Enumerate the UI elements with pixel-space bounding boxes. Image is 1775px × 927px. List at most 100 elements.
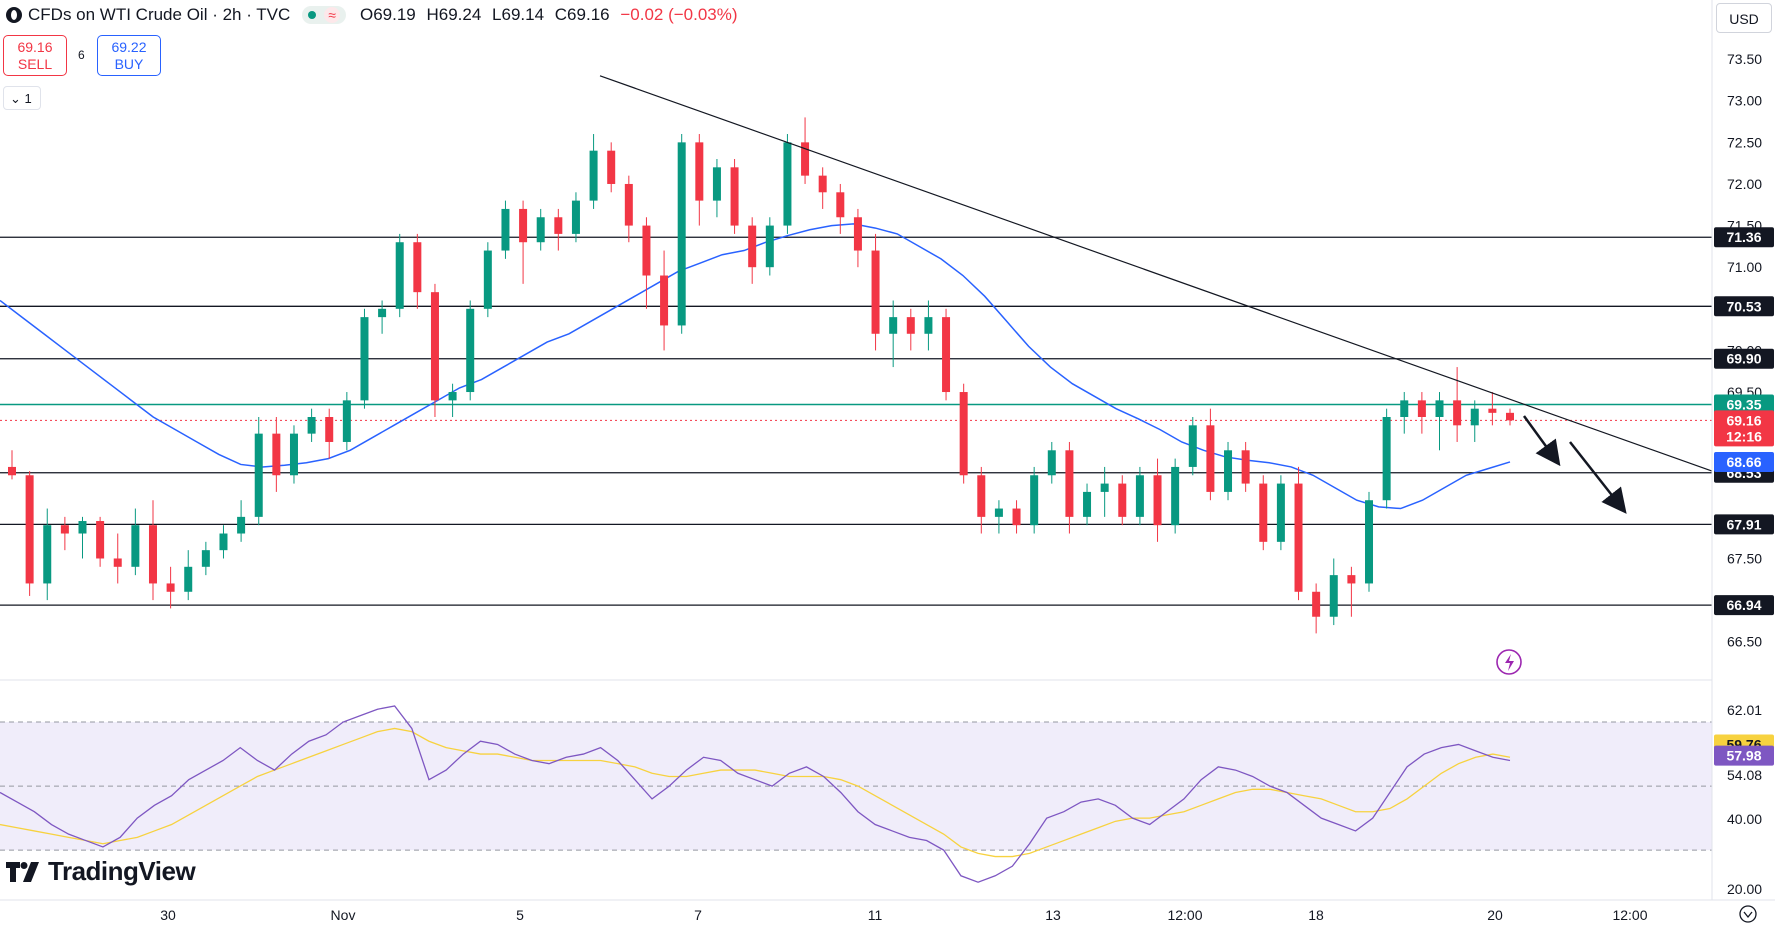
symbol-title[interactable]: CFDs on WTI Crude Oil · 2h · TVC	[28, 5, 291, 24]
level-badge-69.90-text-0: 69.90	[1726, 351, 1761, 367]
candle-body-83	[1470, 408, 1479, 426]
level-badge-66.94-text-0: 66.94	[1726, 597, 1761, 613]
time-tick-9: 12:00	[1612, 907, 1647, 923]
lots-dropdown[interactable]: ⌄ 1	[3, 86, 41, 110]
level-badge-71.36-bg	[1714, 227, 1774, 248]
level-badge-66.94-bg	[1714, 595, 1774, 616]
market-status-pill[interactable]: ≈	[302, 6, 346, 24]
rsi-badge-text-0: 57.98	[1726, 748, 1761, 764]
candle-body-4	[78, 521, 87, 534]
ohlc-values: O69.19 H69.24 L69.14 C69.16 −0.02 (−0.03…	[360, 5, 744, 25]
time-tick-8: 20	[1487, 907, 1503, 923]
candle-body-20	[360, 317, 369, 401]
last-price-badge-text-0: 69.16	[1726, 412, 1761, 428]
ma-badge: 68.66	[1714, 451, 1774, 472]
candle-body-84	[1488, 408, 1497, 413]
chevron-down-icon: ⌄	[10, 91, 21, 106]
price-tick-67.50: 67.50	[1727, 550, 1762, 566]
candle-body-37	[660, 275, 669, 326]
close-value: C69.16	[554, 5, 610, 24]
candle-body-7	[131, 525, 140, 567]
price-tick-66.50: 66.50	[1727, 634, 1762, 650]
candle-body-56	[994, 508, 1003, 517]
arrow-down-icon-2	[1569, 441, 1627, 514]
currency-dropdown[interactable]: USD	[1716, 3, 1772, 33]
buy-label: BUY	[114, 56, 144, 72]
candle-body-23	[413, 242, 422, 293]
candle-body-79	[1400, 400, 1409, 417]
candle-body-67	[1188, 425, 1197, 467]
candle-body-38	[677, 142, 686, 326]
candle-body-68	[1206, 425, 1215, 492]
candle-body-43	[765, 225, 774, 268]
rsi-line	[0, 705, 1511, 883]
descending-trendline	[599, 75, 1713, 472]
candle-body-13	[237, 516, 246, 534]
rsi-tick-62.01: 62.01	[1727, 702, 1762, 718]
time-tick-6: 12:00	[1167, 907, 1202, 923]
candle-body-42	[748, 225, 757, 268]
alert-lightning-icon	[1496, 649, 1522, 675]
candle-body-61	[1083, 491, 1092, 517]
candle-body-32	[571, 200, 580, 234]
candle-body-5	[96, 521, 105, 559]
time-tick-5: 13	[1045, 907, 1061, 923]
candle-body-85	[1506, 412, 1514, 421]
candle-body-60	[1065, 450, 1074, 517]
change-value: −0.02 (−0.03%)	[620, 5, 738, 24]
price-tick-71.00: 71.00	[1727, 259, 1762, 275]
ma-badge-bg	[1714, 451, 1774, 472]
candle-body-75	[1329, 575, 1338, 617]
level-badge-66.94: 66.94	[1714, 595, 1774, 616]
candle-body-16	[289, 433, 298, 476]
time-tick-4: 11	[868, 907, 883, 923]
candle-body-51	[906, 317, 915, 334]
level-badge-70.53: 70.53	[1714, 296, 1774, 317]
candle-body-74	[1312, 591, 1321, 617]
buy-price: 69.22	[111, 39, 147, 55]
candle-body-33	[589, 150, 598, 201]
level-badge-67.91-bg	[1714, 514, 1774, 535]
brand-name: TradingView	[48, 856, 196, 886]
candle-body-26	[466, 308, 475, 393]
buy-button[interactable]: 69.22 BUY	[97, 35, 161, 76]
candle-body-64	[1135, 475, 1144, 517]
price-tick-73.50: 73.50	[1727, 51, 1762, 67]
time-tick-1: Nov	[331, 907, 356, 923]
candle-body-70	[1241, 450, 1250, 484]
candle-body-72	[1276, 483, 1285, 542]
time-tick-2: 5	[516, 907, 524, 923]
candle-body-8	[148, 525, 157, 584]
candle-body-41	[730, 167, 739, 226]
price-tick-73.00: 73.00	[1727, 93, 1762, 109]
candle-body-6	[113, 558, 122, 567]
rsi-tick-40.00: 40.00	[1727, 811, 1762, 827]
candle-body-0	[8, 466, 16, 476]
market-open-icon	[308, 11, 317, 19]
candle-body-48	[853, 217, 862, 251]
green-level-badge-text-0: 69.35	[1726, 397, 1761, 413]
candle-body-35	[624, 183, 633, 226]
rsi-badge-bg	[1714, 745, 1774, 766]
settings-chevron	[1743, 911, 1753, 919]
candle-body-81	[1435, 400, 1444, 417]
level-badge-70.53-bg	[1714, 296, 1774, 317]
wave-icon: ≈	[324, 7, 340, 23]
candle-body-9	[166, 583, 175, 592]
candle-body-55	[977, 475, 986, 517]
spread-value: 6	[78, 48, 85, 62]
candle-body-66	[1171, 466, 1180, 526]
candle-body-31	[554, 217, 563, 234]
candle-body-49	[871, 250, 880, 334]
alert-bolt	[1505, 654, 1514, 671]
last-price-badge-text-1: 12:16	[1726, 428, 1762, 444]
candle-body-36	[642, 225, 651, 276]
candle-body-27	[483, 250, 492, 309]
low-value: L69.14	[492, 5, 545, 24]
rsi-badge: 57.98	[1714, 745, 1774, 766]
candle-body-18	[325, 417, 334, 442]
level-badge-71.36: 71.36	[1714, 227, 1774, 248]
sell-button[interactable]: 69.16 SELL	[3, 35, 67, 76]
candle-body-19	[342, 400, 351, 442]
